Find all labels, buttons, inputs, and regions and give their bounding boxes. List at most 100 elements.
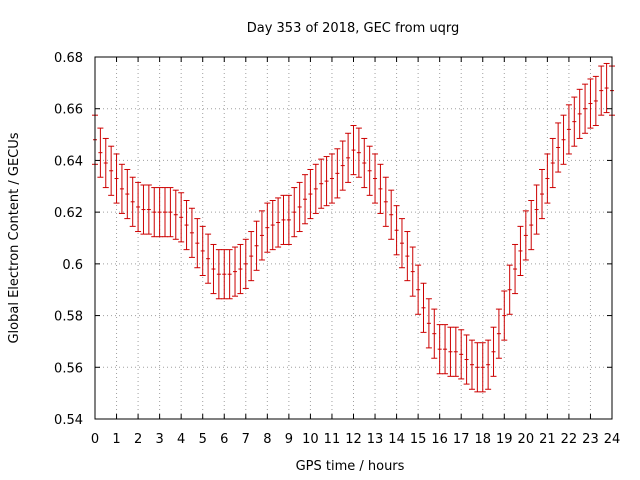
error-bar-point [382,176,389,227]
error-bar-point [210,243,217,295]
error-bar-point [307,168,314,220]
x-tick-label: 18 [474,432,491,447]
y-tick-label: 0.64 [54,154,83,169]
error-bar-point [442,324,449,375]
error-bar-point [582,83,589,134]
error-bar-point [183,200,190,251]
error-bar-point [565,104,572,155]
x-tick-label: 14 [388,432,405,447]
error-bar-point [113,153,120,204]
error-bar-point [506,264,513,315]
x-tick-label: 19 [496,432,513,447]
x-tick-label: 10 [302,432,319,447]
x-tick-label: 24 [604,432,621,447]
x-tick-label: 17 [453,432,470,447]
error-bar-point [156,187,163,238]
error-bar-point [576,88,583,139]
error-bar-point [215,249,222,300]
error-bar-point [366,145,373,196]
error-bar-point [205,233,212,284]
error-bar-point [291,187,298,238]
error-bar-point [199,225,206,276]
y-tick-label: 0.6 [62,258,83,273]
error-bar-point [528,200,535,251]
x-tick-label: 9 [285,432,293,447]
error-bar-series [92,62,615,393]
error-bar-point [253,220,260,271]
error-bar-point [495,308,502,359]
error-bar-point [415,264,422,315]
x-tick-label: 8 [263,432,271,447]
error-bar-point [345,132,352,183]
error-bar-point [129,176,136,227]
error-bar-point [549,137,556,189]
x-tick-label: 16 [431,432,448,447]
y-tick-label: 0.56 [54,361,83,376]
error-bar-point [468,339,475,390]
error-bar-point [124,168,131,220]
error-bar-point [393,205,400,256]
error-bar-point [409,246,416,297]
x-tick-label: 23 [582,432,599,447]
error-bar-point [544,153,551,204]
error-bar-point [538,168,545,220]
x-axis-label: GPS time / hours [296,459,405,474]
error-bar-point [194,218,201,269]
x-tick-label: 4 [177,432,185,447]
error-bar-point [269,200,276,251]
error-bar-point [355,127,362,178]
error-bar-point [221,249,228,300]
error-bar-point [140,184,147,235]
error-bar-point [361,137,368,189]
x-tick-label: 21 [539,432,556,447]
error-bar-point [226,249,233,300]
error-bar-point [452,326,459,377]
error-bar-point [603,62,610,114]
error-bar-point [145,184,152,235]
error-bar-point [135,181,142,233]
x-tick-label: 7 [242,432,250,447]
error-bar-point [490,326,497,377]
error-bar-point [431,308,438,359]
x-tick-label: 22 [561,432,578,447]
x-tick-label: 2 [134,432,142,447]
error-bar-point [436,324,443,375]
x-tick-label: 0 [91,432,99,447]
error-bar-point [172,189,179,240]
error-bar-point [151,187,158,238]
x-tick-label: 20 [518,432,535,447]
x-tick-label: 3 [155,432,163,447]
y-axis-label: Global Electron Content / GECUs [7,132,22,343]
y-tick-label: 0.62 [54,206,83,221]
error-bar-point [404,231,411,282]
error-bar-point [372,153,379,204]
error-bar-point [463,334,470,385]
error-bar-point [248,231,255,282]
error-bar-point [318,158,325,209]
y-tick-label: 0.54 [54,413,83,428]
error-bar-point [188,207,195,258]
error-bar-point [555,122,562,173]
error-bar-point [350,125,357,176]
error-bar-point [162,187,169,238]
error-bar-point [425,298,432,349]
grid-lines [95,57,612,419]
error-bar-point [447,326,454,377]
error-bar-point [275,197,282,248]
error-bar-point [485,339,492,390]
error-bar-point [242,238,249,289]
error-bar-point [522,210,529,261]
x-tick-label: 12 [345,432,362,447]
error-bar-point [560,114,567,165]
x-tick-label: 5 [199,432,207,447]
error-bar-point [167,187,174,238]
error-bar-point [587,78,594,129]
error-bar-point [264,202,271,253]
error-bar-point [97,127,104,178]
error-bar-point [388,189,395,240]
error-bar-point [312,163,319,214]
error-bar-point [592,75,599,127]
error-bar-point [323,156,330,207]
x-tick-label: 1 [112,432,120,447]
